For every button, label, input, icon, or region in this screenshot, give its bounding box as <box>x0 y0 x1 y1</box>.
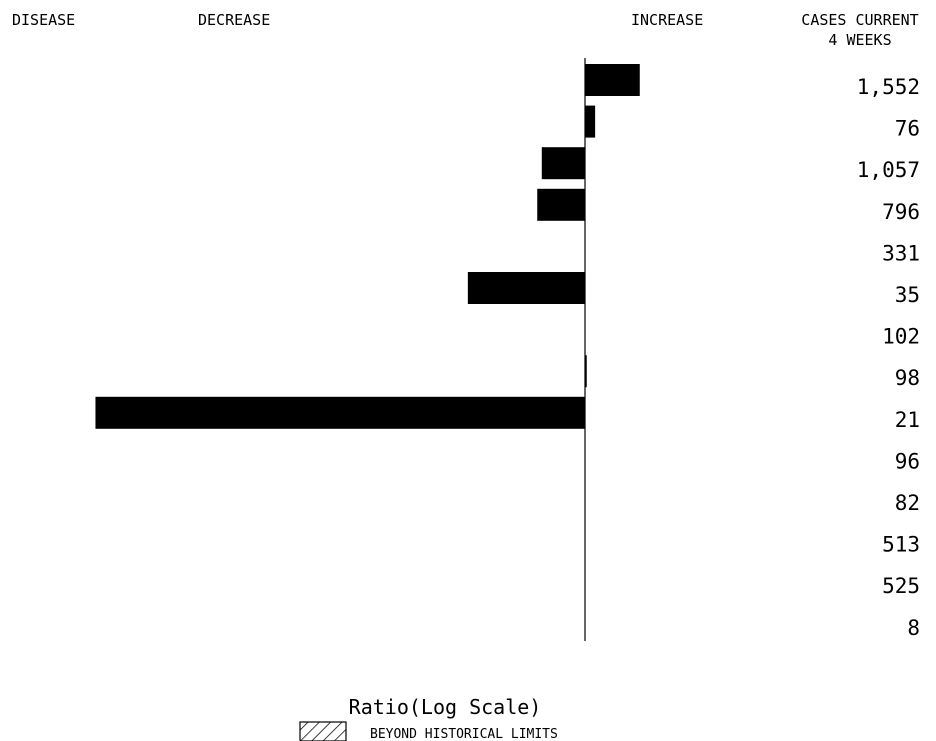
bar <box>585 105 596 138</box>
cases-value: 98 <box>895 366 920 390</box>
header-disease: DISEASE <box>12 11 75 29</box>
cases-value: 796 <box>882 200 920 224</box>
header-cases-line1: CASES CURRENT <box>801 11 918 29</box>
cases-value: 82 <box>895 491 920 515</box>
legend-hatch-swatch <box>299 721 347 741</box>
header-cases-line2: 4 WEEKS <box>828 31 891 49</box>
case-values-column: 1,552 76 1,057 796 331 35 102 98 21 96 82 513 525 8 <box>857 75 920 640</box>
cases-value: 35 <box>895 283 920 307</box>
cases-value: 513 <box>882 533 920 557</box>
cases-value: 8 <box>907 616 920 640</box>
bar <box>95 396 585 429</box>
header-decrease: DECREASE <box>198 11 270 29</box>
cases-value: 1,552 <box>857 75 920 99</box>
cases-value: 525 <box>882 574 920 598</box>
cases-value: 331 <box>882 241 920 265</box>
bar <box>467 272 585 304</box>
bar <box>541 147 585 180</box>
bar <box>585 64 640 96</box>
cases-value: 76 <box>895 117 920 141</box>
cases-value: 1,057 <box>857 158 920 182</box>
bar-group <box>95 64 640 429</box>
x-axis-label: Ratio(Log Scale) <box>349 695 542 719</box>
legend-label: BEYOND HISTORICAL LIMITS <box>370 727 558 741</box>
cases-value: 21 <box>895 408 920 432</box>
cases-value: 102 <box>882 325 920 349</box>
bar <box>537 188 585 221</box>
header-increase: INCREASE <box>631 11 703 29</box>
bar <box>585 355 587 388</box>
cases-value: 96 <box>895 449 920 473</box>
